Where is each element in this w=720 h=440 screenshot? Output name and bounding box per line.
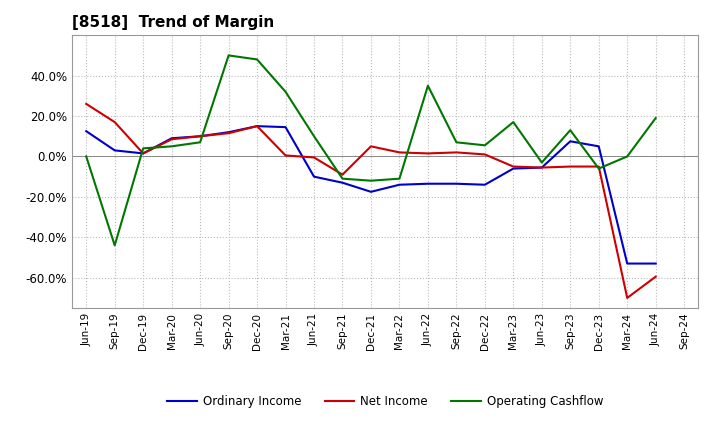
Net Income [623,295,631,301]
Operating Cashflow [310,134,318,139]
Net Income [595,164,603,169]
Line: Ordinary Income: Ordinary Income [86,126,656,264]
Legend: Ordinary Income, Net Income, Operating Cashflow: Ordinary Income, Net Income, Operating C… [163,390,608,413]
Net Income [480,152,489,157]
Line: Operating Cashflow: Operating Cashflow [86,55,656,246]
Net Income [423,151,432,156]
Ordinary Income [225,129,233,135]
Ordinary Income [452,181,461,187]
Ordinary Income [366,189,375,194]
Operating Cashflow [480,143,489,148]
Net Income [82,101,91,106]
Ordinary Income [196,134,204,139]
Net Income [566,164,575,169]
Operating Cashflow [82,154,91,159]
Operating Cashflow [566,128,575,133]
Net Income [225,131,233,136]
Net Income [110,119,119,125]
Operating Cashflow [196,139,204,145]
Net Income [366,144,375,149]
Net Income [652,274,660,279]
Ordinary Income [139,151,148,156]
Net Income [196,134,204,139]
Ordinary Income [253,124,261,129]
Operating Cashflow [282,89,290,95]
Ordinary Income [537,165,546,170]
Text: [8518]  Trend of Margin: [8518] Trend of Margin [72,15,274,30]
Ordinary Income [338,180,347,185]
Net Income [452,150,461,155]
Operating Cashflow [509,119,518,125]
Line: Net Income: Net Income [86,104,656,298]
Net Income [253,124,261,129]
Operating Cashflow [623,154,631,159]
Net Income [310,155,318,160]
Operating Cashflow [167,144,176,149]
Net Income [338,172,347,177]
Net Income [537,165,546,170]
Operating Cashflow [423,83,432,88]
Operating Cashflow [537,160,546,165]
Operating Cashflow [652,115,660,121]
Net Income [509,164,518,169]
Ordinary Income [423,181,432,187]
Ordinary Income [167,136,176,141]
Operating Cashflow [225,53,233,58]
Net Income [139,151,148,156]
Operating Cashflow [452,139,461,145]
Ordinary Income [480,182,489,187]
Ordinary Income [82,128,91,134]
Net Income [167,137,176,142]
Ordinary Income [595,144,603,149]
Net Income [395,150,404,155]
Operating Cashflow [338,176,347,181]
Ordinary Income [509,166,518,171]
Ordinary Income [623,261,631,266]
Ordinary Income [110,148,119,153]
Operating Cashflow [395,176,404,181]
Operating Cashflow [366,178,375,183]
Operating Cashflow [139,146,148,151]
Operating Cashflow [253,57,261,62]
Ordinary Income [652,261,660,266]
Ordinary Income [395,182,404,187]
Operating Cashflow [595,166,603,171]
Net Income [282,153,290,158]
Operating Cashflow [110,243,119,248]
Ordinary Income [310,174,318,179]
Ordinary Income [282,125,290,130]
Ordinary Income [566,139,575,144]
